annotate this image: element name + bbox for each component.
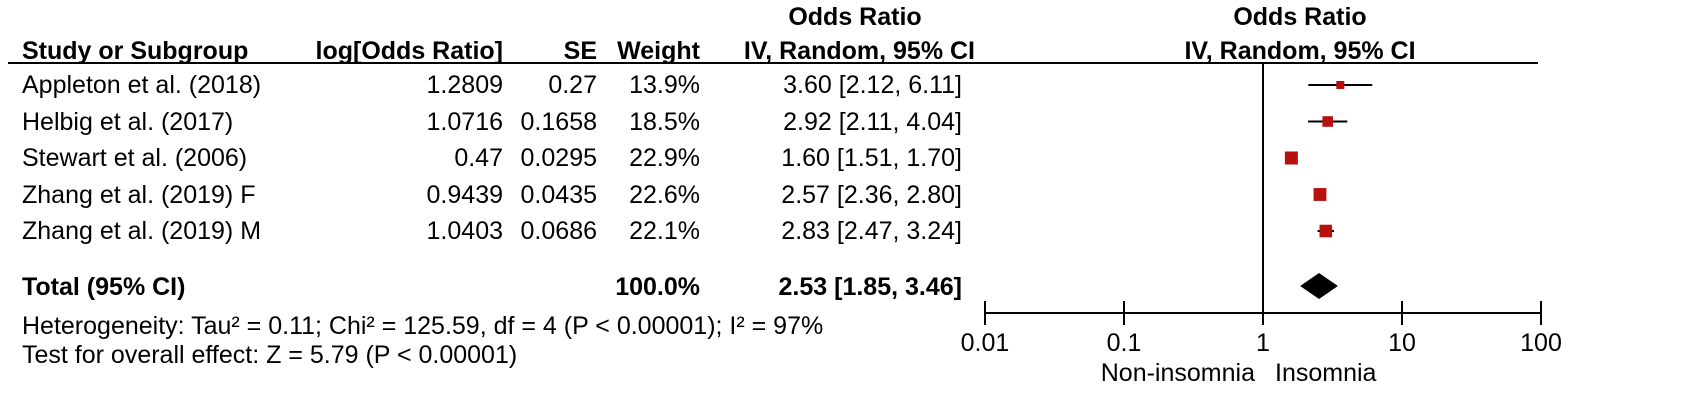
study-weight: 13.9% (629, 71, 700, 99)
study-name: Zhang et al. (2019) M (22, 217, 262, 245)
study-se: 0.27 (548, 71, 597, 99)
log-or-column-header: log[Odds Ratio] (315, 37, 503, 65)
study-column-header: Study or Subgroup (22, 37, 249, 65)
total-weight: 100.0% (615, 273, 700, 301)
study-or-ci: 3.60 [2.12, 6.11] (783, 71, 962, 99)
study-se: 0.0686 (520, 217, 597, 245)
study-name: Helbig et al. (2017) (22, 107, 234, 136)
header-rule (8, 62, 1538, 64)
study-se: 0.1658 (520, 107, 597, 136)
study-log-or: 1.0403 (426, 217, 503, 245)
x-tick-label: 10 (1388, 329, 1416, 357)
study-marker (1336, 81, 1345, 89)
x-tick-label: 1 (1256, 329, 1270, 357)
study-marker (1322, 116, 1333, 127)
study-marker (1313, 188, 1327, 201)
x-tick-label: 0.1 (1107, 329, 1142, 357)
study-weight: 22.1% (629, 217, 700, 245)
study-log-or: 0.9439 (426, 180, 503, 209)
study-marker (1319, 224, 1333, 238)
study-weight: 18.5% (629, 107, 700, 136)
study-name: Zhang et al. (2019) F (22, 180, 256, 209)
pooled-diamond (1300, 273, 1338, 299)
study-name: Stewart et al. (2006) (22, 144, 248, 172)
x-tick-label: 0.01 (961, 329, 1010, 357)
study-weight: 22.9% (629, 144, 700, 172)
study-marker (1284, 151, 1298, 165)
study-or-ci: 1.60 [1.51, 1.70] (781, 144, 962, 172)
favours-left-label: Non-insomnia (1101, 359, 1255, 387)
study-name: Appleton et al. (2018) (22, 71, 262, 99)
favours-right-label: Insomnia (1275, 359, 1377, 387)
x-tick-label: 100 (1520, 329, 1562, 357)
study-se: 0.0435 (520, 180, 597, 209)
plot-method-header: IV, Random, 95% CI (1184, 37, 1416, 65)
total-label: Total (95% CI) (22, 273, 186, 301)
study-log-or: 1.0716 (426, 107, 503, 136)
or-column-title: Odds Ratio (788, 3, 922, 31)
weight-column-header: Weight (617, 37, 700, 65)
se-column-header: SE (563, 37, 597, 65)
total-or-ci: 2.53 [1.85, 3.46] (778, 273, 962, 301)
study-se: 0.0295 (520, 144, 597, 172)
overall-effect-text: Test for overall effect: Z = 5.79 (P < 0… (22, 341, 518, 369)
heterogeneity-text: Heterogeneity: Tau² = 0.11; Chi² = 125.5… (22, 312, 824, 340)
study-or-ci: 2.92 [2.11, 4.04] (783, 107, 962, 136)
study-log-or: 1.2809 (426, 71, 503, 99)
plot-title: Odds Ratio (1233, 3, 1367, 31)
study-or-ci: 2.83 [2.47, 3.24] (781, 217, 962, 245)
study-log-or: 0.47 (454, 144, 503, 172)
or-method-header: IV, Random, 95% CI (743, 37, 975, 65)
study-weight: 22.6% (629, 180, 700, 209)
study-or-ci: 2.57 [2.36, 2.80] (781, 180, 962, 209)
